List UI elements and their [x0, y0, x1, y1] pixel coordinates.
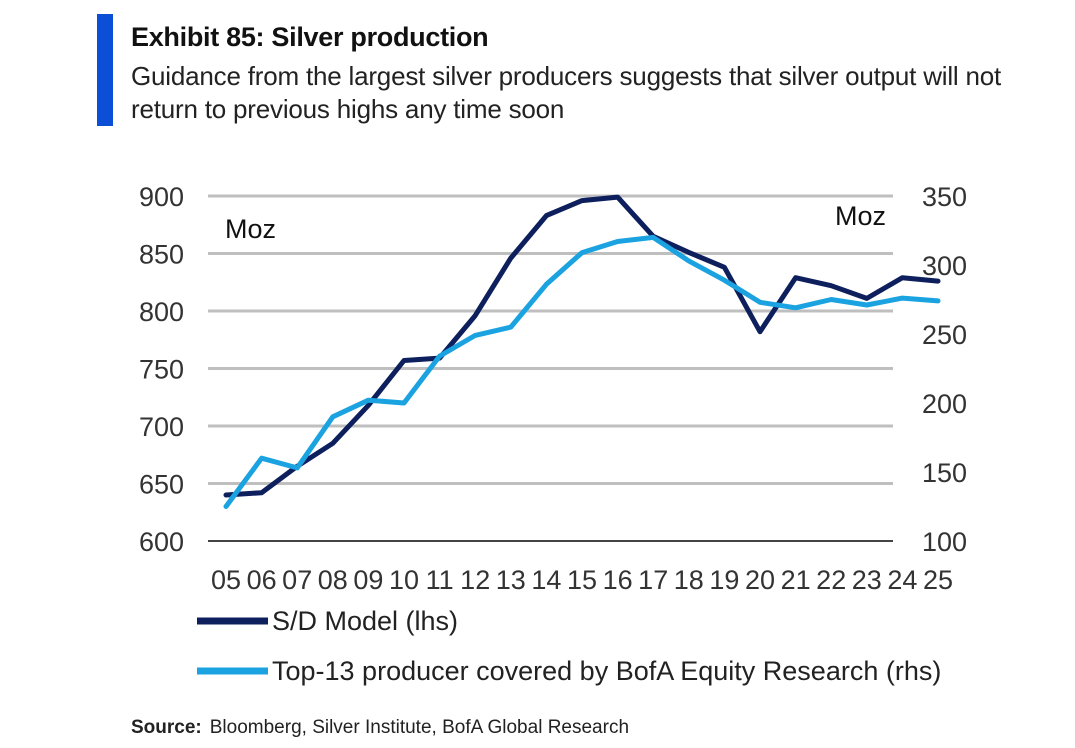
- x-tick-label: 22: [816, 565, 846, 595]
- right-axis-ticks: 100 150 200 250 300 350: [922, 182, 967, 557]
- x-tick-label: 12: [460, 565, 490, 595]
- left-axis-unit: Moz: [225, 214, 276, 244]
- source-text: Bloomberg, Silver Institute, BofA Global…: [209, 717, 630, 738]
- x-tick-label: 17: [638, 565, 668, 595]
- legend: S/D Model (lhs) Top-13 producer covered …: [197, 606, 941, 686]
- left-tick-label: 650: [139, 470, 184, 500]
- left-tick-label: 750: [139, 355, 184, 385]
- x-tick-label: 18: [674, 565, 704, 595]
- x-tick-label: 09: [353, 565, 383, 595]
- x-tick-label: 21: [781, 565, 811, 595]
- left-axis-ticks: 600 650 700 750 800 850 900: [139, 182, 184, 557]
- x-tick-label: 24: [887, 565, 917, 595]
- x-tick-label: 11: [426, 565, 454, 595]
- series-lines: [223, 194, 941, 509]
- x-tick-label: 14: [531, 565, 561, 595]
- x-tick-label: 13: [496, 565, 526, 595]
- x-tick-label: 25: [923, 565, 953, 595]
- gridlines: [208, 194, 893, 542]
- legend-label-top13: Top-13 producer covered by BofA Equity R…: [272, 656, 941, 686]
- right-tick-label: 100: [922, 527, 967, 557]
- left-tick-label: 850: [139, 240, 184, 270]
- left-tick-label: 800: [139, 297, 184, 327]
- right-tick-label: 350: [922, 182, 967, 212]
- right-tick-label: 150: [922, 458, 967, 488]
- x-tick-label: 23: [852, 565, 882, 595]
- left-tick-label: 600: [139, 527, 184, 557]
- right-tick-label: 300: [922, 251, 967, 281]
- legend-label-sd-model: S/D Model (lhs): [272, 606, 458, 636]
- x-tick-label: 06: [247, 565, 277, 595]
- source-label: Source:: [131, 717, 202, 738]
- series-line-top13: [223, 234, 941, 509]
- x-tick-label: 20: [745, 565, 775, 595]
- x-tick-label: 19: [709, 565, 739, 595]
- right-tick-label: 200: [922, 389, 967, 419]
- x-tick-label: 10: [389, 565, 419, 595]
- series-line-sd-model: [223, 194, 941, 498]
- right-axis-unit: Moz: [835, 201, 886, 231]
- source-note: Source: Bloomberg, Silver Institute, BofA…: [131, 717, 629, 739]
- x-tick-label: 07: [282, 565, 312, 595]
- right-tick-label: 250: [922, 320, 967, 350]
- x-axis-ticks: 05 06 07 08 09 10 11 12 13 14 15 16 17 18 19 20 21 22 23 24…: [211, 565, 953, 595]
- x-tick-label: 16: [603, 565, 633, 595]
- x-tick-label: 05: [211, 565, 241, 595]
- chart-subtitle: Guidance from the largest silver produce…: [131, 61, 1002, 124]
- accent-bar: [97, 14, 113, 126]
- left-tick-label: 700: [139, 412, 184, 442]
- x-tick-label: 08: [318, 565, 348, 595]
- left-tick-label: 900: [139, 182, 184, 212]
- x-tick-label: 15: [567, 565, 597, 595]
- chart-title: Exhibit 85: Silver production: [131, 22, 489, 52]
